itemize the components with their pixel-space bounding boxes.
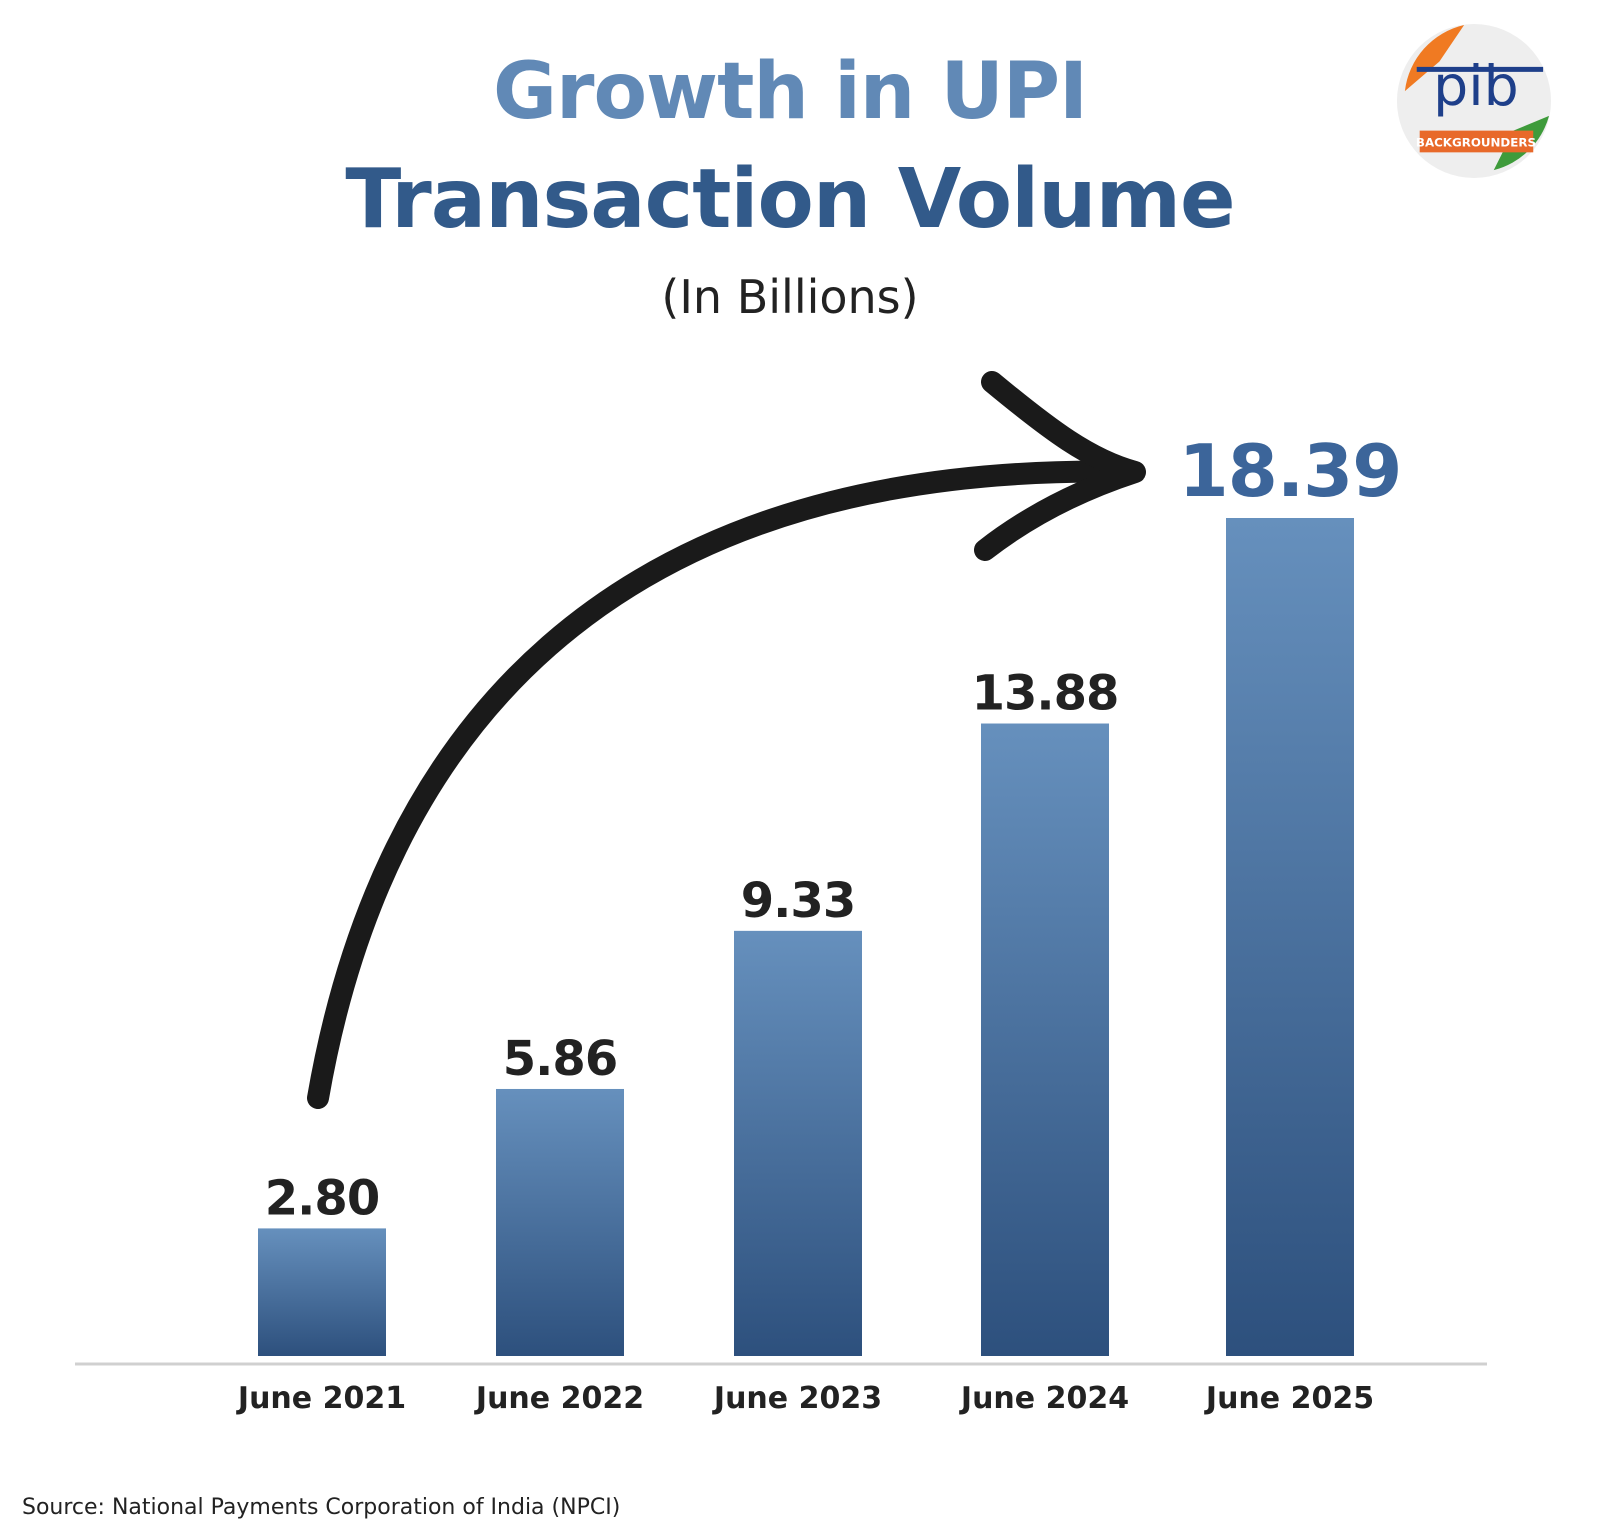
x-tick-label: June 2024 — [959, 1381, 1129, 1416]
x-tick-label: June 2022 — [474, 1381, 644, 1416]
logo-badge: BACKGROUNDERS — [1416, 135, 1536, 149]
x-tick-label: June 2023 — [712, 1381, 882, 1416]
x-tick-label: June 2021 — [236, 1381, 406, 1416]
source-note: Source: National Payments Corporation of… — [22, 1495, 621, 1520]
bar-1 — [258, 1228, 386, 1356]
x-tick-label: June 2025 — [1204, 1381, 1374, 1416]
data-label: 5.86 — [503, 1031, 617, 1087]
growth-arrow-icon — [307, 371, 1146, 1109]
data-label: 18.39 — [1179, 429, 1402, 513]
bar-4 — [981, 723, 1109, 1356]
pib-logo: pib BACKGROUNDERS — [1396, 23, 1552, 179]
chart-subtitle: (In Billions) — [661, 270, 919, 324]
chart-title-line1: Growth in UPI — [492, 47, 1088, 137]
data-label: 13.88 — [972, 666, 1119, 722]
bar-2 — [496, 1088, 624, 1356]
bar-5 — [1226, 518, 1354, 1356]
data-label: 9.33 — [741, 873, 855, 929]
bar-3 — [734, 930, 862, 1356]
data-label: 2.80 — [265, 1170, 379, 1226]
logo-text: pib — [1433, 55, 1519, 119]
chart-title-line2: Transaction Volume — [345, 152, 1235, 247]
